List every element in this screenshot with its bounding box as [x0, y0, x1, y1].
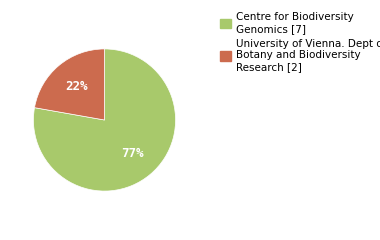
Legend: Centre for Biodiversity
Genomics [7], University of Vienna. Dept of
Botany and B: Centre for Biodiversity Genomics [7], Un…	[218, 10, 380, 74]
Wedge shape	[35, 49, 105, 120]
Wedge shape	[33, 49, 176, 191]
Text: 22%: 22%	[65, 80, 88, 93]
Text: 77%: 77%	[121, 147, 144, 160]
